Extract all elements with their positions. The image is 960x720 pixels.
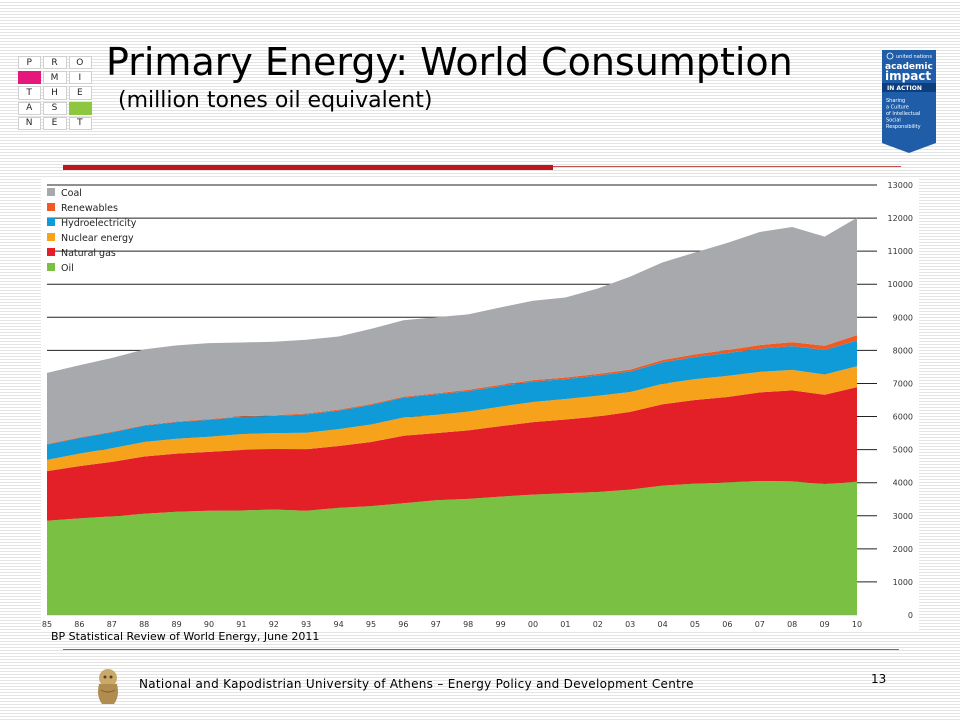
x-tick-label: 00 xyxy=(528,620,538,629)
legend-label: Oil xyxy=(61,263,74,274)
x-tick-label: 90 xyxy=(204,620,214,629)
logo-cell: T xyxy=(18,86,42,100)
x-tick-label: 02 xyxy=(593,620,603,629)
y-tick-label: 4000 xyxy=(893,479,913,488)
area-hydroelectricity xyxy=(47,340,857,460)
logo-cell xyxy=(18,71,42,85)
x-tick-label: 88 xyxy=(139,620,149,629)
x-tick-label: 09 xyxy=(820,620,830,629)
x-axis-ticks: 85 86 87 88 89 90 91 92 93 94 95 96 97 98 99 00 01 02 03 04… xyxy=(42,614,862,629)
x-tick-label: 99 xyxy=(496,620,506,629)
logo-cell: S xyxy=(43,101,67,115)
logo-cell: E xyxy=(68,86,92,100)
badge-line: Sharing xyxy=(886,98,905,104)
legend-swatch xyxy=(47,188,55,196)
x-tick-label: 06 xyxy=(722,620,732,629)
y-axis-ticks: 0 1000 2000 3000 4000 5000 6000 7000 8000 9000 100… xyxy=(888,181,913,620)
area-nuclear-energy xyxy=(47,366,857,472)
x-tick-label: 97 xyxy=(431,620,441,629)
slide-title: Primary Energy: World Consumption xyxy=(106,40,793,84)
logo-cell: I xyxy=(68,71,92,85)
y-tick-label: 3000 xyxy=(893,512,913,521)
y-tick-label: 2000 xyxy=(893,545,913,554)
logo-cell: A xyxy=(18,101,42,115)
area-oil xyxy=(47,481,857,615)
y-tick-label: 7000 xyxy=(893,379,913,388)
x-tick-label: 94 xyxy=(334,620,344,629)
legend-label: Nuclear energy xyxy=(61,233,134,244)
chart-legend: Coal Renewables Hydroelectricity Nuclear en… xyxy=(47,188,137,274)
badge-brand1: academic xyxy=(885,62,933,72)
x-tick-label: 10 xyxy=(852,620,862,629)
x-tick-label: 01 xyxy=(560,620,570,629)
y-tick-label: 1000 xyxy=(893,578,913,587)
chart-areas xyxy=(47,217,857,615)
legend-label: Hydroelectricity xyxy=(61,218,137,229)
badge-line: of Intellectual xyxy=(886,111,920,117)
logo-cell: N xyxy=(18,116,42,130)
x-tick-label: 91 xyxy=(236,620,246,629)
legend-label: Coal xyxy=(61,188,82,199)
logo-cell xyxy=(68,101,92,115)
logo-cell: P xyxy=(18,56,42,70)
university-emblem-icon xyxy=(98,669,118,704)
y-tick-label: 6000 xyxy=(893,413,913,422)
x-tick-label: 92 xyxy=(269,620,279,629)
logo-cell: R xyxy=(43,56,67,70)
chart-source: BP Statistical Review of World Energy, J… xyxy=(51,630,320,643)
x-tick-label: 95 xyxy=(366,620,376,629)
energy-consumption-chart: 85 86 87 88 89 90 91 92 93 94 95 96 97 98 99 00 01 02 03 04… xyxy=(41,178,919,630)
x-tick-label: 98 xyxy=(463,620,473,629)
legend-swatch xyxy=(47,263,55,271)
logo-cell: E xyxy=(43,116,67,130)
badge-line: a Culture xyxy=(886,105,909,111)
legend-swatch xyxy=(47,203,55,211)
logo-cell: T xyxy=(68,116,92,130)
badge-line: Responsibility xyxy=(886,124,921,130)
x-tick-label: 04 xyxy=(658,620,668,629)
x-tick-label: 85 xyxy=(42,620,52,629)
y-tick-label: 11000 xyxy=(888,247,913,256)
area-renewables xyxy=(47,335,857,445)
footer-text: National and Kapodistrian University of … xyxy=(139,677,694,691)
legend-swatch xyxy=(47,218,55,226)
x-tick-label: 86 xyxy=(74,620,84,629)
x-tick-label: 08 xyxy=(787,620,797,629)
y-tick-label: 12000 xyxy=(888,214,913,223)
badge-banner: IN ACTION xyxy=(887,85,922,92)
y-tick-label: 0 xyxy=(908,611,913,620)
badge-line: Social xyxy=(886,118,901,124)
legend-label: Natural gas xyxy=(61,248,116,259)
badge-top: united nations xyxy=(896,54,932,60)
y-tick-label: 13000 xyxy=(888,181,913,190)
slide-subtitle: (million tones oil equivalent) xyxy=(118,88,433,113)
title-accent-bar xyxy=(63,165,553,170)
x-tick-label: 93 xyxy=(301,620,311,629)
academic-impact-badge: united nations academic impact IN ACTION… xyxy=(882,50,936,153)
x-tick-label: 07 xyxy=(755,620,765,629)
badge-brand2: impact xyxy=(885,69,931,83)
x-tick-label: 96 xyxy=(398,620,408,629)
y-tick-label: 5000 xyxy=(893,446,913,455)
x-tick-label: 87 xyxy=(107,620,117,629)
area-natural-gas xyxy=(47,387,857,521)
area-coal xyxy=(47,217,857,444)
logo-cell: O xyxy=(68,56,92,70)
legend-swatch xyxy=(47,248,55,256)
x-tick-label: 05 xyxy=(690,620,700,629)
logo-cell: H xyxy=(43,86,67,100)
legend-label: Renewables xyxy=(61,203,118,214)
footer-divider xyxy=(63,649,899,650)
x-tick-label: 03 xyxy=(625,620,635,629)
y-tick-label: 10000 xyxy=(888,280,913,289)
y-tick-label: 8000 xyxy=(893,346,913,355)
un-emblem-icon xyxy=(886,52,894,60)
slide-number: 13 xyxy=(871,672,887,686)
logo-cell: M xyxy=(43,71,67,85)
y-tick-label: 9000 xyxy=(893,313,913,322)
x-tick-label: 89 xyxy=(172,620,182,629)
legend-swatch xyxy=(47,233,55,241)
